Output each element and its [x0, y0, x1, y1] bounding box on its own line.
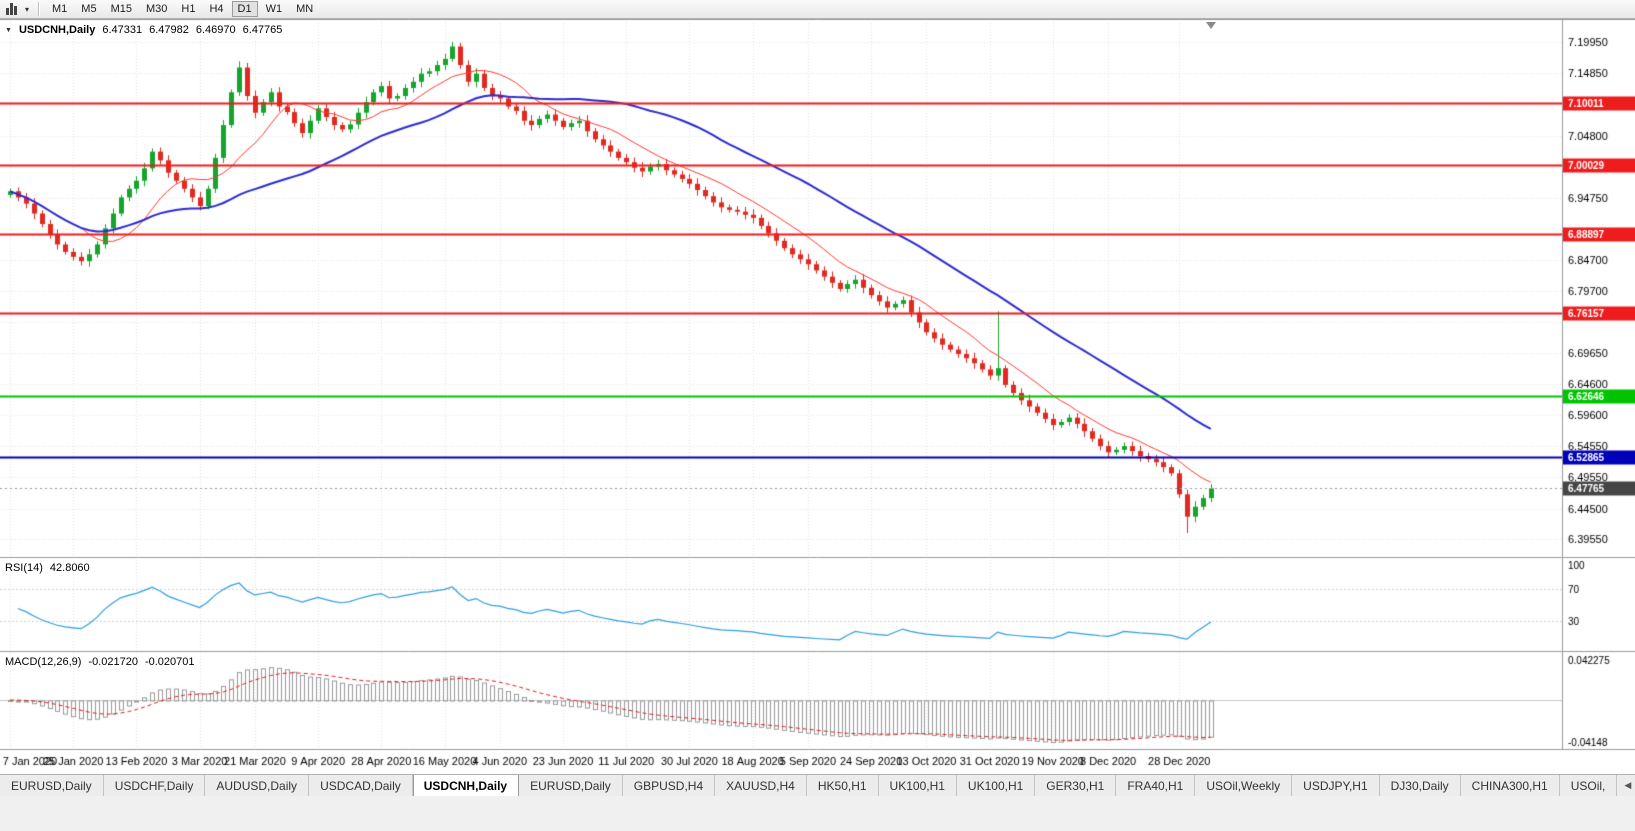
chart-canvas[interactable] [0, 19, 1635, 774]
chart-shift-marker-icon[interactable] [1206, 22, 1216, 29]
chart-bar [6, 8, 9, 15]
timeframe-button-h4[interactable]: H4 [203, 1, 229, 17]
status-bar [0, 796, 1635, 830]
tab-scroll-left-button[interactable]: ◀ [1624, 780, 1632, 790]
symbol-tab-eurusd-daily[interactable]: EURUSD,Daily [519, 775, 623, 796]
symbol-tab-usdcnh-daily[interactable]: USDCNH,Daily [412, 775, 520, 796]
chart-bar [10, 3, 13, 15]
symbol-tab-china300-h1[interactable]: CHINA300,H1 [1461, 775, 1560, 796]
chart-type-icon[interactable] [4, 2, 20, 16]
symbol-tab-ger30-h1[interactable]: GER30,H1 [1035, 775, 1117, 796]
collapse-triangle-icon[interactable]: ▼ [5, 26, 12, 34]
timeframe-button-d1[interactable]: D1 [231, 1, 258, 17]
symbol-tab-hk50-h1[interactable]: HK50,H1 [807, 775, 879, 796]
timeframe-buttons: M1 M5 M15 M30 H1 H4 D1 W1 MN [45, 1, 320, 17]
symbol-tab-usdjpy-h1[interactable]: USDJPY,H1 [1292, 775, 1380, 796]
symbol-tab-eurusd-daily[interactable]: EURUSD,Daily [0, 775, 104, 796]
bottom-tabbar: EURUSD,Daily USDCHF,Daily AUDUSD,Daily USDC… [0, 774, 1635, 796]
symbol-tab-uk100-h1[interactable]: UK100,H1 [957, 775, 1036, 796]
symbol-tab-gbpusd-h4[interactable]: GBPUSD,H4 [623, 775, 716, 796]
symbol-tab-usoil[interactable]: USOil, [1560, 775, 1618, 796]
timeframe-button-m30[interactable]: M30 [140, 1, 173, 17]
symbol-tab-xauusd-h4[interactable]: XAUUSD,H4 [715, 775, 807, 796]
symbol-tab-usdcad-daily[interactable]: USDCAD,Daily [309, 775, 413, 796]
symbol-tab-uk100-h1[interactable]: UK100,H1 [879, 775, 957, 796]
caret-down-icon[interactable]: ▾ [25, 4, 30, 14]
symbol-tab-audusd-daily[interactable]: AUDUSD,Daily [205, 775, 310, 796]
symbol-tab-usdchf-daily[interactable]: USDCHF,Daily [104, 775, 206, 796]
timeframe-button-m15[interactable]: M15 [105, 1, 138, 17]
timeframe-button-m5[interactable]: M5 [75, 1, 102, 17]
timeframe-button-h1[interactable]: H1 [175, 1, 201, 17]
symbol-tab-dj30-daily[interactable]: DJ30,Daily [1380, 775, 1461, 796]
timeframe-button-w1[interactable]: W1 [260, 1, 289, 17]
timeframe-button-m1[interactable]: M1 [46, 1, 73, 17]
symbol-tab-usoil-weekly[interactable]: USOil,Weekly [1195, 775, 1293, 796]
top-toolbar: ▾ M1 M5 M15 M30 H1 H4 D1 W1 MN [0, 0, 1635, 19]
timeframe-button-mn[interactable]: MN [290, 1, 319, 17]
chart-area: ▼ USDCNH,Daily 6.47331 6.47982 6.46970 6… [0, 19, 1635, 774]
symbol-tab-fra40-h1[interactable]: FRA40,H1 [1116, 775, 1196, 796]
chart-bar [14, 6, 17, 15]
toolbar-separator [38, 2, 40, 16]
